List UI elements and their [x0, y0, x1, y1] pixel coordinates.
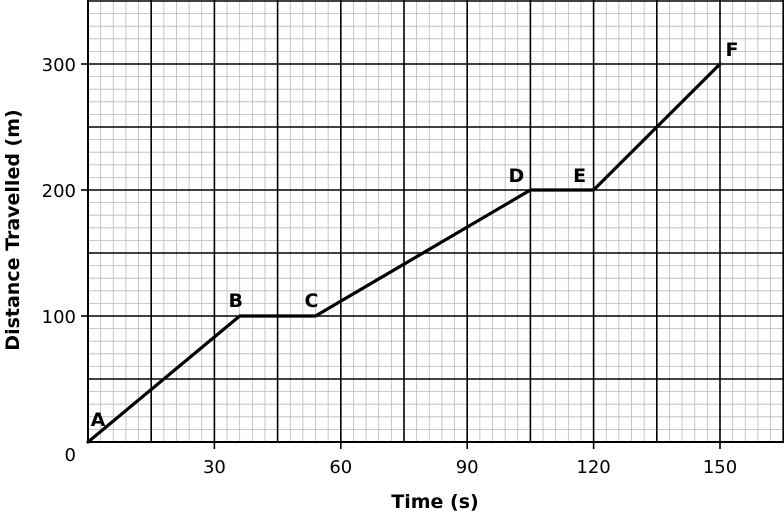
major-gridlines [88, 0, 784, 442]
x-tick-label: 150 [703, 457, 737, 478]
point-label-d: D [509, 165, 525, 187]
y-tick-label: 100 [42, 307, 76, 328]
point-label-c: C [305, 290, 319, 312]
distance-series-line [86, 62, 722, 444]
tick-labels: 30 60 90 120 150 100 200 300 [42, 55, 738, 478]
y-axis-title: Distance Travelled (m) [2, 109, 24, 350]
origin-tick-label: 0 [65, 445, 76, 466]
y-tick-label: 300 [42, 55, 76, 76]
x-axis-title: Time (s) [391, 491, 478, 513]
point-labels: A B C D E F [91, 39, 739, 431]
point-label-b: B [228, 290, 242, 312]
point-label-e: E [573, 165, 586, 187]
x-tick-label: 60 [329, 457, 352, 478]
point-label-f: F [726, 39, 739, 61]
minor-gridlines [87, 0, 784, 443]
axes [87, 0, 784, 443]
point-label-a: A [91, 409, 106, 431]
x-tick-label: 30 [203, 457, 226, 478]
x-tick-label: 90 [456, 457, 479, 478]
x-tick-label: 120 [576, 457, 610, 478]
y-tick-label: 200 [42, 181, 76, 202]
